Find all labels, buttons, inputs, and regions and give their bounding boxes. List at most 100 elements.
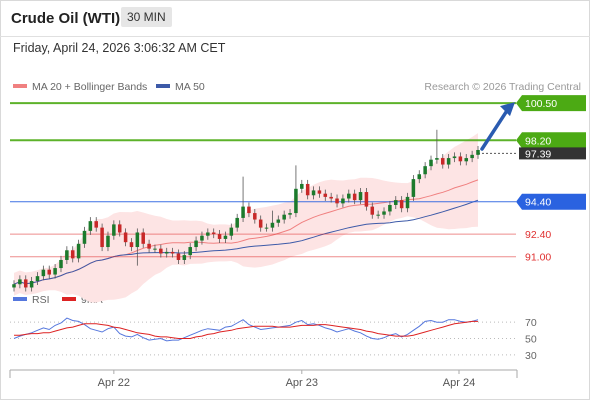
candle-body <box>376 214 380 216</box>
candle-body <box>194 240 198 248</box>
candle-body <box>341 198 345 204</box>
candle-body <box>329 196 333 199</box>
rsi-tick-label: 30 <box>525 350 537 362</box>
candle-body <box>464 158 469 162</box>
candle-body <box>458 156 463 162</box>
candle-body <box>435 158 439 160</box>
candle-body <box>429 159 433 167</box>
candle-body <box>206 232 210 236</box>
x-tick-label: Apr 24 <box>443 377 475 389</box>
candle-body <box>223 235 228 239</box>
candle-body <box>217 234 222 239</box>
candle-body <box>399 200 404 209</box>
candle-body <box>276 219 281 223</box>
candle-body <box>153 248 157 250</box>
forecast-arrow-head <box>500 102 515 117</box>
rsi-legend-swatch <box>13 297 27 301</box>
candle-body <box>411 179 416 197</box>
level-tag-94.40 <box>516 193 586 210</box>
candle-body <box>53 268 57 275</box>
level-label-98.20: 98.20 <box>525 135 551 147</box>
bollinger-band-area <box>14 133 478 303</box>
ma50-line <box>13 199 479 285</box>
copyright-label: Research © 2026 Trading Central <box>424 81 581 93</box>
candle-body <box>317 190 322 194</box>
candle-body <box>358 192 363 201</box>
candle-body <box>41 269 46 277</box>
forecast-arrow <box>480 102 515 151</box>
chart-header: Crude Oil (WTI) 30 MIN <box>0 0 590 36</box>
level-label-92.40: 92.40 <box>525 229 551 241</box>
candle-body <box>170 251 175 254</box>
instrument-title: Crude Oil (WTI) <box>11 10 121 27</box>
candle-body <box>76 243 81 259</box>
candle-body <box>300 183 304 189</box>
candle-body <box>417 174 422 180</box>
candle-body <box>123 232 128 243</box>
candle-body <box>229 227 234 236</box>
candle-body <box>18 279 22 285</box>
candle-body <box>47 269 52 275</box>
candle-body <box>141 232 145 244</box>
candle-body <box>23 279 28 288</box>
level-label-94.40: 94.40 <box>525 197 551 209</box>
header-divider <box>0 36 590 37</box>
candle-body <box>440 158 445 165</box>
candle-body <box>364 192 369 207</box>
candle-body <box>347 193 351 199</box>
x-tick-label: Apr 22 <box>98 377 130 389</box>
candle-body <box>176 253 181 260</box>
x-axis-labels: Apr 22 Apr 23 Apr 24 <box>98 370 475 389</box>
candle-body <box>253 213 257 220</box>
rsi-legend-label: RSI <box>32 294 50 306</box>
candle-body <box>247 206 251 214</box>
candle-body <box>182 255 187 260</box>
timeframe-badge[interactable]: 30 MIN <box>121 7 172 27</box>
candle-body <box>335 198 339 204</box>
candle-body <box>200 235 204 241</box>
ma50-legend-label: MA 50 <box>175 81 205 93</box>
candle-body <box>423 166 427 175</box>
candle-body <box>35 276 40 281</box>
candle-body <box>476 149 480 155</box>
level-label-100.50: 100.50 <box>525 98 557 110</box>
level-tag-98.20 <box>516 132 586 149</box>
candle-body <box>70 250 75 259</box>
ma20-legend-label: MA 20 + Bollinger Bands <box>32 81 147 93</box>
level-tag-100.50 <box>516 95 586 112</box>
candle-body <box>211 232 216 235</box>
ma50-legend-swatch <box>156 84 170 88</box>
last-price-tag <box>519 147 586 160</box>
candle-body <box>82 230 87 244</box>
candle-body <box>323 193 328 197</box>
candle-body <box>311 190 316 196</box>
price-levels <box>10 102 516 258</box>
candle-body <box>352 193 357 201</box>
candle-body <box>305 183 310 196</box>
candle-body <box>382 211 386 215</box>
ma20-legend-swatch <box>13 84 27 88</box>
candle-body <box>88 221 93 231</box>
rsi-panel: 70 50 30 <box>10 317 537 362</box>
ma9-legend-swatch <box>62 297 76 301</box>
rsi-tick-label: 50 <box>525 334 537 346</box>
candle-body <box>470 154 474 159</box>
last-price-label: 97.39 <box>525 148 551 160</box>
candle-body <box>188 247 192 256</box>
candle-body <box>405 196 410 209</box>
candle-body <box>112 224 116 236</box>
candle-body <box>388 204 392 212</box>
candle-body <box>241 206 245 218</box>
candle-body <box>117 224 122 233</box>
datetime-label: Friday, April 24, 2026 3:06:32 AM CET <box>13 41 226 55</box>
x-tick-label: Apr 23 <box>286 377 318 389</box>
candle-body <box>164 251 169 254</box>
candle-body <box>147 243 151 249</box>
candle-body <box>94 221 98 228</box>
candle-body <box>159 248 163 254</box>
candle-body <box>446 158 451 165</box>
candle-body <box>106 235 110 248</box>
candle-body <box>370 206 375 215</box>
candle-body <box>235 217 239 228</box>
